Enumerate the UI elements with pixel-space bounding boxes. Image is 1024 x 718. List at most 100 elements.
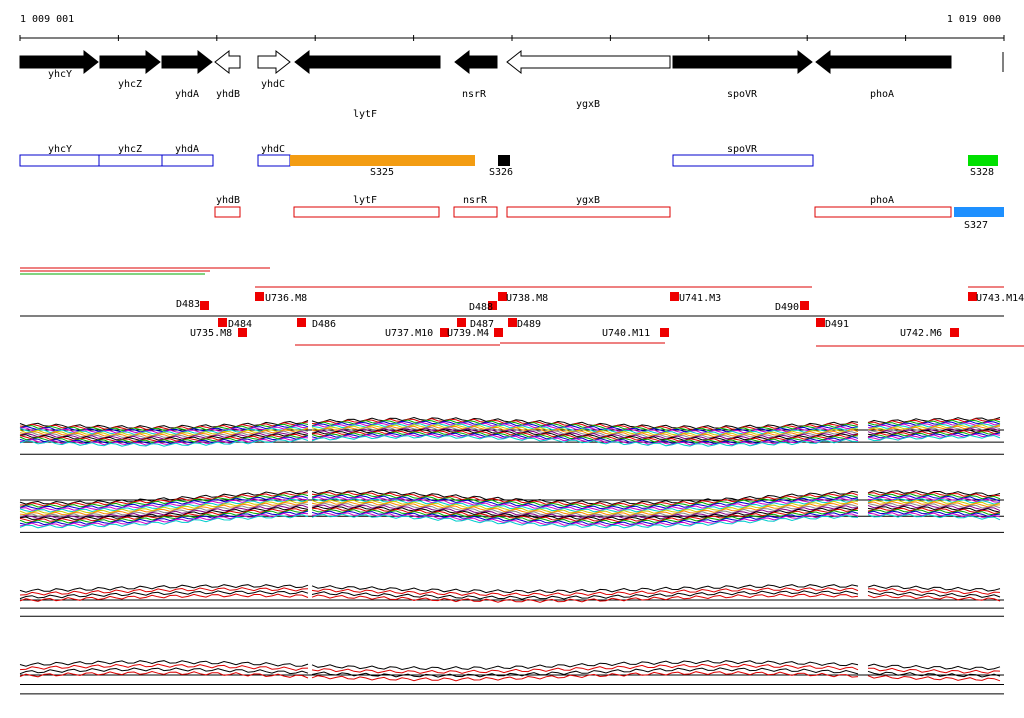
trace	[311, 510, 859, 526]
trace	[311, 416, 859, 430]
trace	[19, 584, 309, 593]
trace	[311, 504, 859, 519]
trace	[867, 420, 1001, 428]
gene-label: yhcZ	[118, 79, 142, 90]
trace	[867, 588, 1001, 595]
annotation-label: S325	[370, 167, 394, 178]
trace	[867, 426, 1001, 434]
annotation-label: yhdC	[261, 144, 285, 155]
annotation-box	[98, 154, 163, 167]
trace	[311, 587, 859, 597]
annotation-box	[506, 206, 671, 218]
trace	[19, 514, 309, 529]
trace	[867, 501, 1001, 508]
trace	[867, 505, 1001, 513]
annotation-label: spoVR	[727, 144, 758, 155]
segment-label: D491	[825, 319, 849, 330]
annotation-box	[453, 206, 498, 218]
annotation-label: yhcZ	[118, 144, 142, 155]
trace	[19, 667, 309, 675]
gene-arrow	[257, 49, 291, 75]
annotation-label: S328	[970, 167, 994, 178]
segment-marker	[457, 318, 466, 327]
trace	[867, 594, 1001, 602]
annotation-label: yhdA	[175, 144, 199, 155]
segment-marker	[238, 328, 247, 337]
annotation-box	[293, 206, 440, 218]
segment-label: D489	[517, 319, 541, 330]
trace	[311, 590, 859, 600]
trace	[867, 491, 1001, 498]
trace	[311, 671, 859, 682]
gene-arrow	[672, 49, 813, 75]
segment-label: D484	[228, 319, 252, 330]
trace	[19, 426, 309, 435]
segment-marker	[968, 292, 977, 301]
trace	[867, 496, 1001, 503]
trace	[19, 493, 309, 508]
trace	[867, 433, 1001, 441]
segment-marker	[488, 301, 497, 310]
trace	[867, 494, 1001, 502]
trace	[311, 593, 859, 603]
gene-label: ygxB	[576, 99, 600, 110]
annotation-box	[161, 154, 214, 167]
trace	[867, 427, 1001, 435]
trace	[867, 425, 1001, 432]
segment-label: D486	[312, 319, 336, 330]
trace	[867, 499, 1001, 506]
segment-marker	[950, 328, 959, 337]
segment-marker	[800, 301, 809, 310]
trace	[19, 663, 309, 671]
trace	[311, 501, 859, 516]
segment-label: U735.M8	[190, 328, 232, 339]
segment-label: U739.M4	[447, 328, 489, 339]
trace	[867, 434, 1001, 442]
trace	[867, 584, 1001, 592]
segment-marker	[494, 328, 503, 337]
trace	[867, 419, 1001, 426]
annotation-box	[290, 155, 475, 166]
segment-label: D488	[469, 302, 493, 313]
annotation-label: ygxB	[576, 195, 600, 206]
gene-arrow	[19, 49, 99, 75]
trace	[19, 670, 309, 679]
trace	[19, 437, 309, 447]
trace	[311, 496, 859, 512]
trace	[867, 670, 1001, 678]
trace	[19, 590, 309, 600]
segment-label: D490	[775, 302, 799, 313]
gene-arrow	[214, 49, 241, 75]
trace	[867, 667, 1001, 674]
annotation-label: nsrR	[463, 195, 488, 206]
annotation-label: phoA	[870, 195, 894, 206]
gene-arrow	[294, 49, 441, 75]
trace	[19, 660, 309, 667]
segment-label: U740.M11	[602, 328, 650, 339]
trace	[867, 663, 1001, 671]
annotation-box	[214, 206, 241, 218]
segment-marker	[670, 292, 679, 301]
segment-label: U738.M8	[506, 293, 548, 304]
ruler-end: 1 019 000	[947, 14, 1001, 25]
trace	[311, 489, 859, 505]
segment-label: U736.M8	[265, 293, 307, 304]
trace	[867, 490, 1001, 497]
gene-label: yhcY	[48, 69, 72, 80]
trace	[311, 660, 859, 671]
trace	[311, 494, 859, 510]
segment-marker	[218, 318, 227, 327]
trace	[867, 513, 1001, 521]
annotation-box	[968, 155, 998, 166]
trace	[19, 498, 309, 513]
gene-label: yhdA	[175, 89, 199, 100]
segment-label: U742.M6	[900, 328, 942, 339]
annotation-box	[19, 154, 100, 167]
gene-label: lytF	[353, 109, 377, 120]
trace	[311, 502, 859, 518]
trace	[311, 493, 859, 508]
segment-marker	[816, 318, 825, 327]
trace	[867, 512, 1001, 518]
annotation-box	[954, 207, 1004, 217]
